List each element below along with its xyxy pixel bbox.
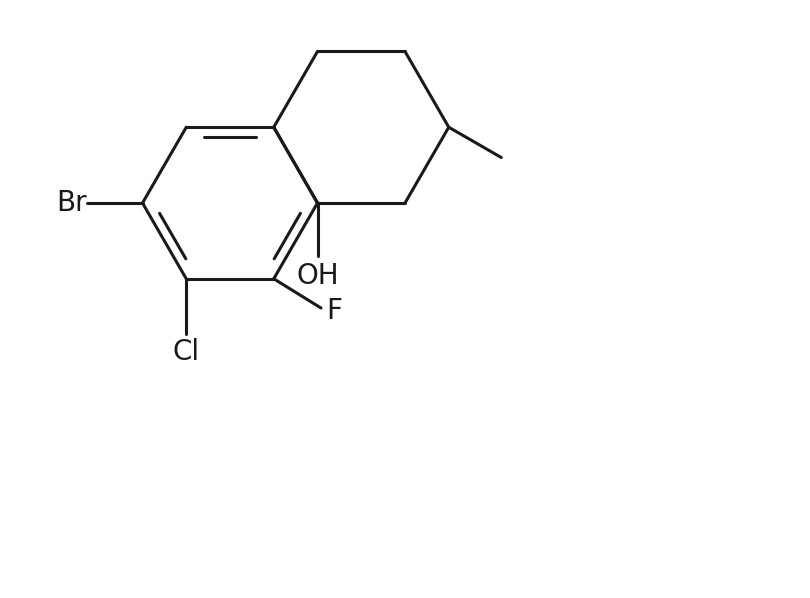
Text: F: F [326, 297, 343, 325]
Text: Cl: Cl [173, 338, 200, 366]
Text: OH: OH [296, 263, 339, 291]
Text: Br: Br [56, 189, 87, 217]
